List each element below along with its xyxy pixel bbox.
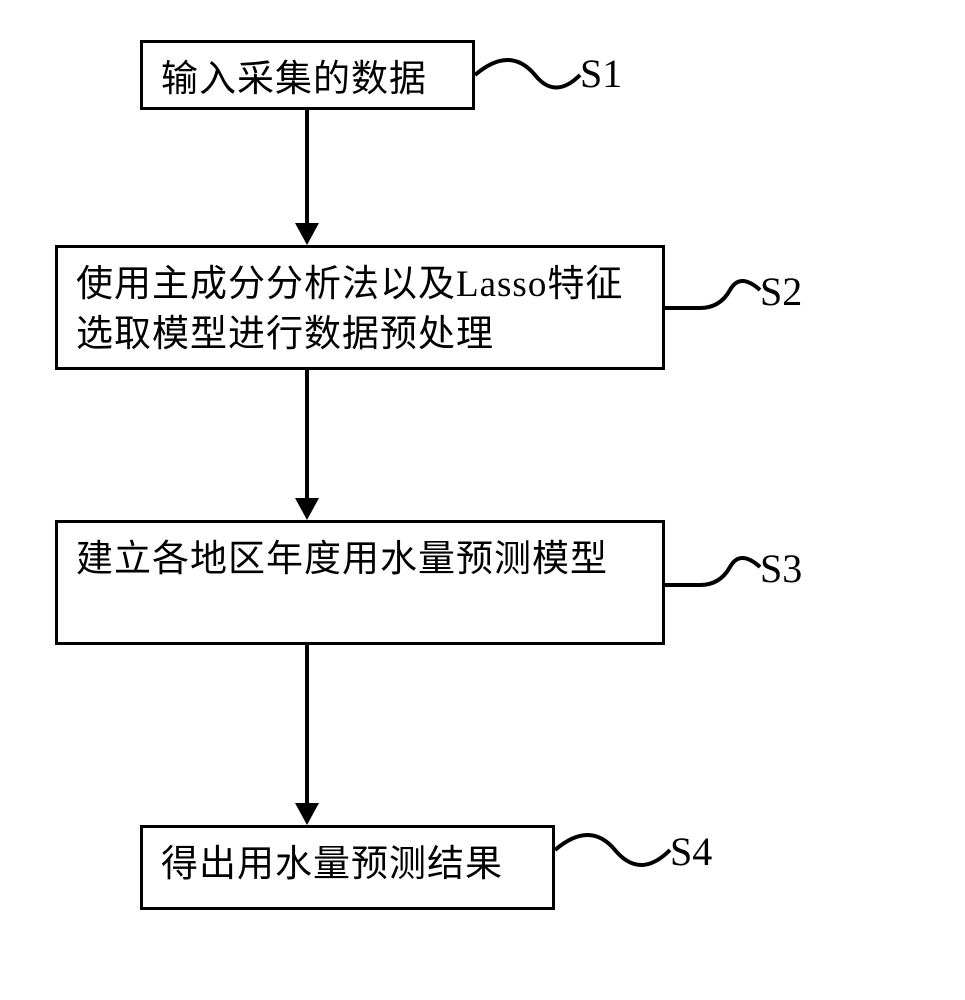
node-s1-text: 输入采集的数据 [161, 55, 427, 105]
label-s2: S2 [760, 268, 802, 315]
label-s3: S3 [760, 545, 802, 592]
node-s3: 建立各地区年度用水量预测模型 [55, 520, 665, 645]
node-s2: 使用主成分分析法以及Lasso特征选取模型进行数据预处理 [55, 245, 665, 370]
label-s4: S4 [670, 828, 712, 875]
arrow-s2-s3 [305, 370, 309, 520]
flowchart-container: 输入采集的数据 S1 使用主成分分析法以及Lasso特征选取模型进行数据预处理 … [0, 0, 965, 1000]
arrow-s1-s2 [305, 110, 309, 245]
node-s4-text: 得出用水量预测结果 [161, 840, 503, 890]
node-s2-text: 使用主成分分析法以及Lasso特征选取模型进行数据预处理 [76, 260, 644, 360]
node-s3-text: 建立各地区年度用水量预测模型 [76, 535, 608, 585]
arrow-s3-s4 [305, 645, 309, 825]
label-s1: S1 [580, 50, 622, 97]
node-s4: 得出用水量预测结果 [140, 825, 555, 910]
node-s1: 输入采集的数据 [140, 40, 475, 110]
